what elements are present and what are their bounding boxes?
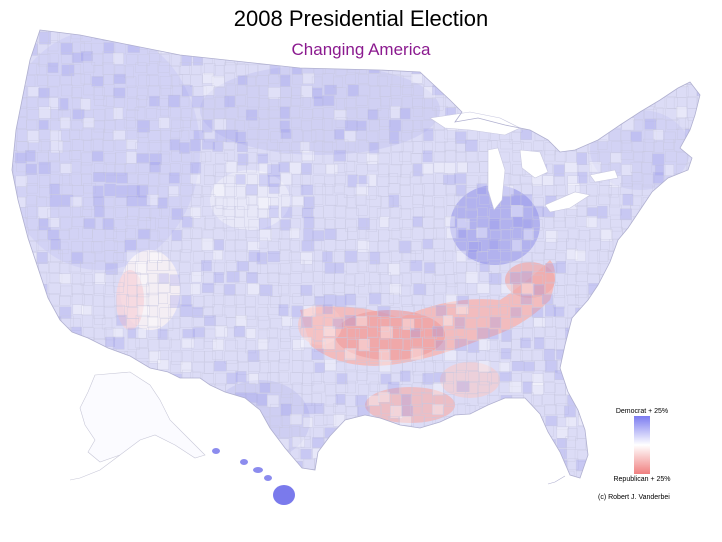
- florida-keys: [547, 475, 566, 485]
- us-outline: [11, 29, 701, 479]
- alaska: [69, 371, 206, 481]
- legend-democrat-label: Democrat + 25%: [615, 408, 669, 415]
- map-title: 2008 Presidential Election: [233, 6, 489, 31]
- legend-color-bar: [634, 416, 650, 474]
- credit-text: (c) Robert J. Vanderbei: [598, 494, 670, 501]
- hawaii: [212, 448, 295, 505]
- great-lakes: [429, 111, 619, 213]
- legend-republican-label: Republican + 25%: [613, 476, 671, 483]
- map-subtitle: Changing America: [291, 40, 431, 59]
